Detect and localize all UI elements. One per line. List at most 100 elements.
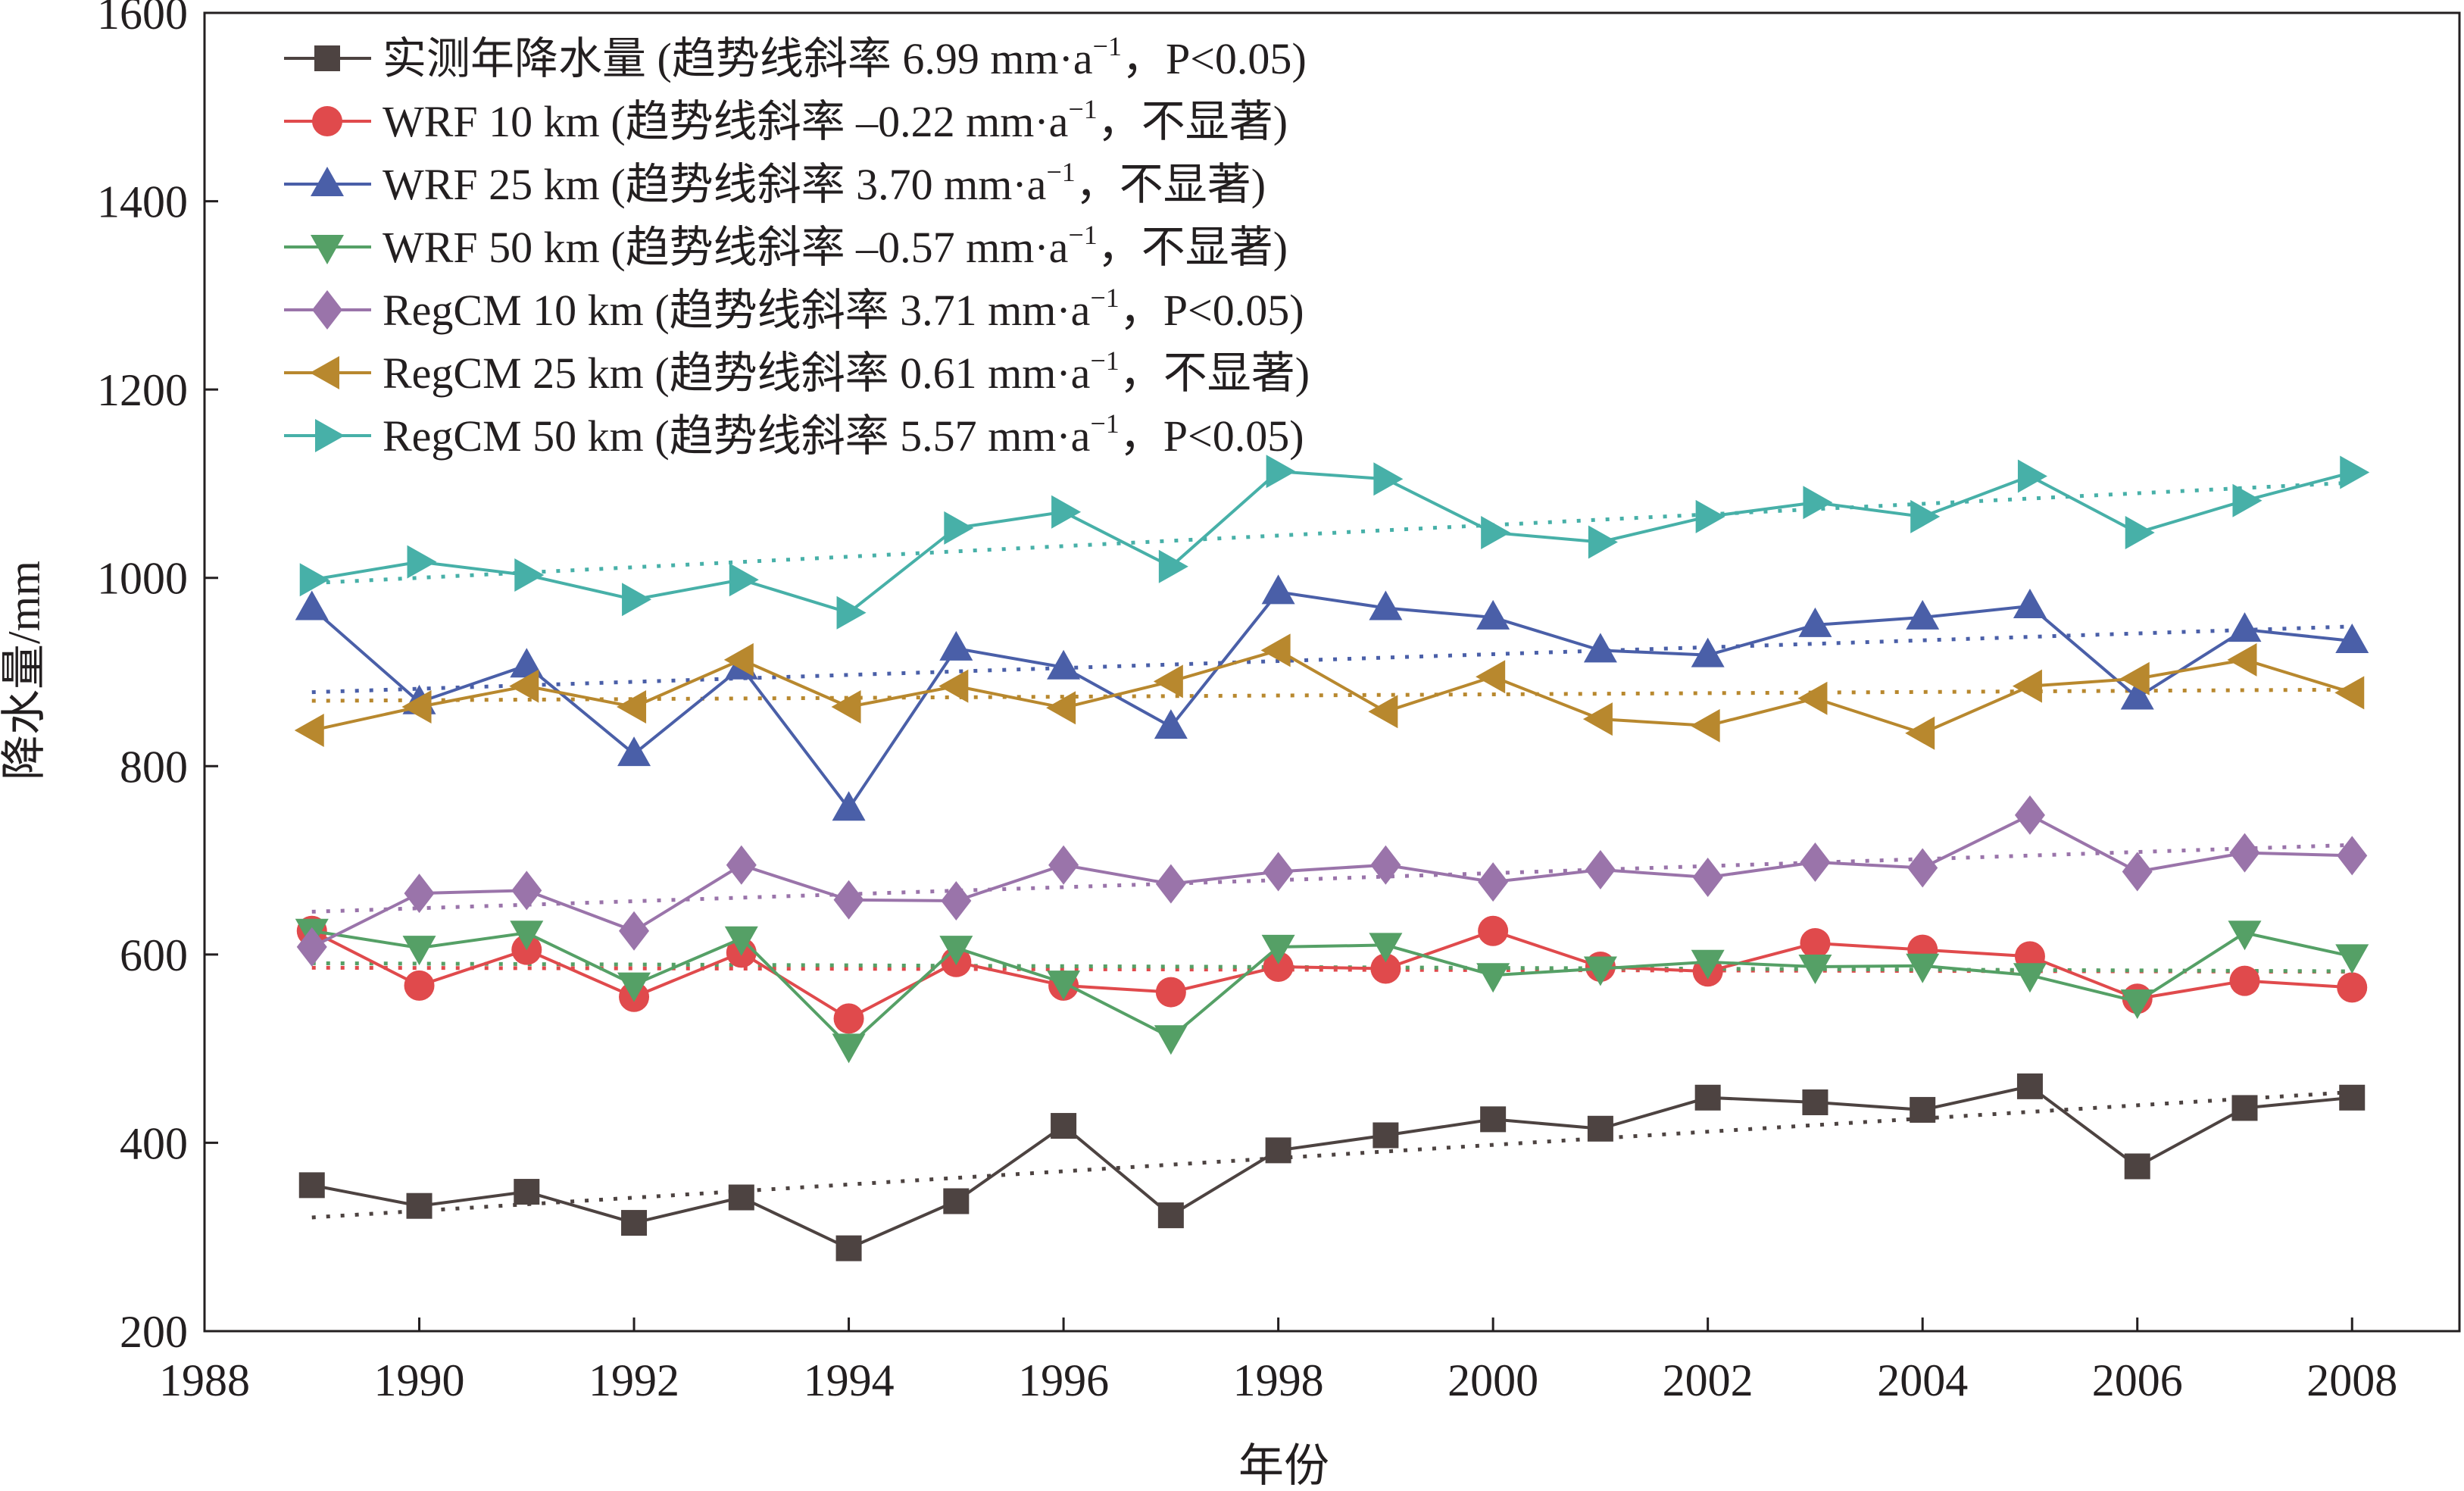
legend-space (644, 286, 655, 335)
data-point (510, 921, 544, 951)
legend-close: ) (1251, 160, 1266, 209)
data-point (944, 511, 974, 545)
data-point (2335, 623, 2369, 653)
legend-significance: P<0.05 (1166, 34, 1291, 83)
data-point (1261, 934, 1295, 964)
legend-prefix: (趋势线斜率 (654, 349, 900, 398)
legend-marker-triangle-down (311, 235, 344, 264)
y-axis-label: 降水量/mm (0, 561, 49, 780)
data-point (1910, 499, 1941, 533)
data-point (2016, 1073, 2043, 1099)
data-point (1046, 691, 1076, 725)
x-tick-label: 2006 (2092, 1355, 2183, 1405)
legend-close: ) (1289, 286, 1304, 335)
legend-space (644, 411, 655, 461)
data-point (2122, 852, 2153, 892)
legend-unit: mm·a (977, 411, 1091, 461)
x-tick-label: 1994 (804, 1355, 895, 1405)
legend-separator: ， (1120, 349, 1163, 398)
data-point (2335, 944, 2369, 974)
data-point (2013, 963, 2047, 993)
y-tick-label: 1400 (97, 177, 188, 227)
data-point (619, 911, 650, 951)
data-point (729, 563, 759, 597)
data-point (1051, 495, 1082, 529)
legend-unit: mm·a (977, 286, 1091, 335)
data-point (1155, 977, 1186, 1008)
data-point (831, 689, 861, 724)
data-point (832, 1033, 866, 1064)
legend-close: ) (1289, 411, 1304, 461)
legend-slope: 3.70 (856, 160, 933, 209)
data-point (2125, 516, 2155, 550)
trend-line-3 (311, 961, 2353, 974)
legend-significance: 不显著 (1141, 97, 1273, 146)
data-point (1481, 516, 1511, 550)
legend-marker-square (314, 45, 340, 71)
data-point (1373, 1122, 1399, 1149)
x-tick-label: 1990 (374, 1355, 465, 1405)
data-point (2340, 455, 2370, 489)
data-point (726, 845, 757, 885)
data-point (939, 936, 973, 966)
data-point (2124, 1153, 2150, 1180)
data-point (617, 736, 651, 767)
data-point (728, 1184, 754, 1211)
legend-space (646, 34, 657, 83)
data-point (1798, 955, 1832, 985)
series-line-5 (311, 649, 2353, 735)
data-point (1476, 599, 1510, 630)
data-point (294, 714, 324, 748)
data-point (1154, 1025, 1188, 1055)
data-point (1694, 1084, 1721, 1111)
x-tick-label: 2000 (1447, 1355, 1538, 1405)
data-point (2119, 661, 2150, 695)
data-point (2120, 989, 2154, 1019)
legend-close: ) (1273, 97, 1288, 146)
data-point (1800, 927, 1831, 958)
trend-line-5 (311, 687, 2353, 703)
data-point (1905, 716, 1935, 750)
data-point (2337, 972, 2368, 1003)
data-point (1583, 633, 1617, 663)
data-point (2227, 642, 2257, 677)
legend-entry-5: RegCM 25 km (趋势线斜率 0.61 mm·a−1，不显著) (383, 345, 1310, 398)
data-point (2228, 921, 2262, 951)
legend-separator: ， (1122, 34, 1166, 83)
data-point (938, 669, 969, 703)
data-point (511, 871, 542, 911)
legend-space (600, 97, 611, 146)
legend-significance: 不显著 (1120, 160, 1251, 209)
legend-series-name: RegCM 10 km (383, 286, 644, 335)
legend-marker-diamond (312, 290, 342, 330)
superscript: −1 (1090, 408, 1119, 439)
data-point (401, 689, 432, 724)
legend-unit: mm·a (955, 223, 1069, 272)
legend-unit: mm·a (933, 160, 1047, 209)
trend-line-6 (311, 480, 2353, 586)
data-point (2229, 833, 2260, 873)
legend-prefix: (趋势线斜率 (611, 223, 856, 272)
data-point (617, 972, 651, 1002)
y-tick-label: 200 (120, 1307, 188, 1357)
data-point (1051, 1113, 1077, 1139)
x-tick-label: 1988 (159, 1355, 250, 1405)
superscript: −1 (1068, 220, 1097, 250)
data-point (1373, 462, 1404, 496)
data-point (1587, 1115, 1613, 1142)
data-point (1480, 1106, 1507, 1133)
legend-series-name: 实测年降水量 (383, 34, 646, 83)
legend-separator: ， (1098, 97, 1141, 146)
legend-prefix: (趋势线斜率 (657, 34, 903, 83)
trend-line-0 (311, 1089, 2353, 1220)
y-tick-label: 800 (120, 742, 188, 792)
legend-entry-0: 实测年降水量 (趋势线斜率 6.99 mm·a−1，P<0.05) (383, 31, 1307, 83)
series-line-0 (311, 1084, 2353, 1250)
legend-slope: –0.57 (855, 223, 955, 272)
legend-significance: 不显著 (1141, 223, 1273, 272)
data-point (1266, 455, 1296, 489)
legend: 实测年降水量 (趋势线斜率 6.99 mm·a−1，P<0.05)WRF 10 … (284, 31, 1310, 461)
data-point (1047, 971, 1081, 1001)
series-line-1 (311, 929, 2353, 1021)
data-point (1047, 649, 1081, 680)
